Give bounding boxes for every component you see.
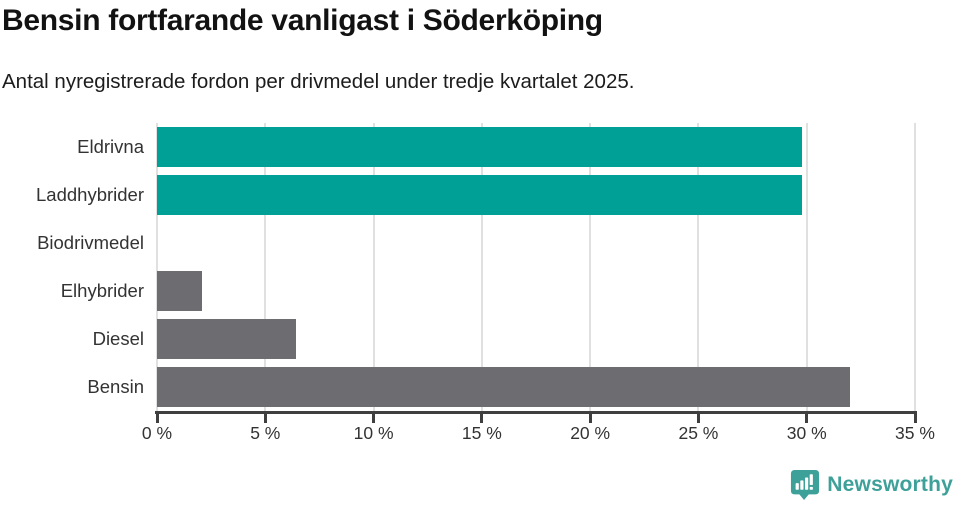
gridline — [156, 123, 158, 411]
bar-elhybrider — [157, 271, 203, 311]
gridline — [697, 123, 700, 411]
x-axis-tick — [480, 414, 484, 423]
newsworthy-logo-text: Newsworthy — [827, 473, 953, 496]
bar-diesel — [157, 319, 296, 359]
newsworthy-logo[interactable]: Newsworthy — [790, 469, 953, 501]
category-label-elhybrider: Elhybrider — [60, 280, 144, 301]
x-axis-tick — [913, 414, 917, 423]
category-label-laddhybrider: Laddhybrider — [36, 184, 144, 205]
category-label-diesel: Diesel — [92, 328, 144, 349]
chart-title: Bensin fortfarande vanligast i Söderköpi… — [2, 4, 603, 37]
x-axis-tick — [588, 414, 592, 423]
bar-laddhybrider — [157, 175, 803, 215]
gridline — [914, 123, 916, 411]
x-axis-tick — [263, 414, 267, 423]
bar-chart-plot: Eldrivna Laddhybrider Biodrivmedel Elhybrid… — [36, 123, 935, 443]
gridline — [589, 123, 592, 411]
x-axis-tick-label: 30 % — [786, 423, 827, 443]
chart-subtitle: Antal nyregistrerade fordon per drivmede… — [2, 70, 635, 93]
bar-bensin — [157, 367, 851, 407]
gridline — [372, 123, 375, 411]
gridline — [805, 123, 808, 411]
x-axis-tick-label: 35 % — [895, 423, 935, 443]
x-axis-tick-label: 20 % — [570, 423, 611, 443]
category-label-bensin: Bensin — [87, 376, 144, 397]
newsworthy-logo-icon — [791, 470, 820, 500]
x-axis-tick — [372, 414, 376, 423]
x-axis-tick-label: 10 % — [353, 423, 394, 443]
x-axis-tick-label: 5 % — [250, 423, 281, 443]
gridline — [480, 123, 483, 411]
x-axis-tick — [155, 414, 159, 423]
x-axis-tick-label: 15 % — [461, 423, 502, 443]
category-label-eldrivna: Eldrivna — [77, 136, 144, 157]
gridline — [264, 123, 267, 411]
x-axis-tick — [805, 414, 809, 423]
x-axis-tick-label: 0 % — [141, 423, 173, 443]
x-axis-tick-label: 25 % — [678, 423, 719, 443]
x-axis-tick — [696, 414, 700, 423]
bar-eldrivna — [157, 127, 803, 167]
x-axis-line — [155, 411, 917, 414]
category-label-biodrivmedel: Biodrivmedel — [37, 232, 144, 253]
